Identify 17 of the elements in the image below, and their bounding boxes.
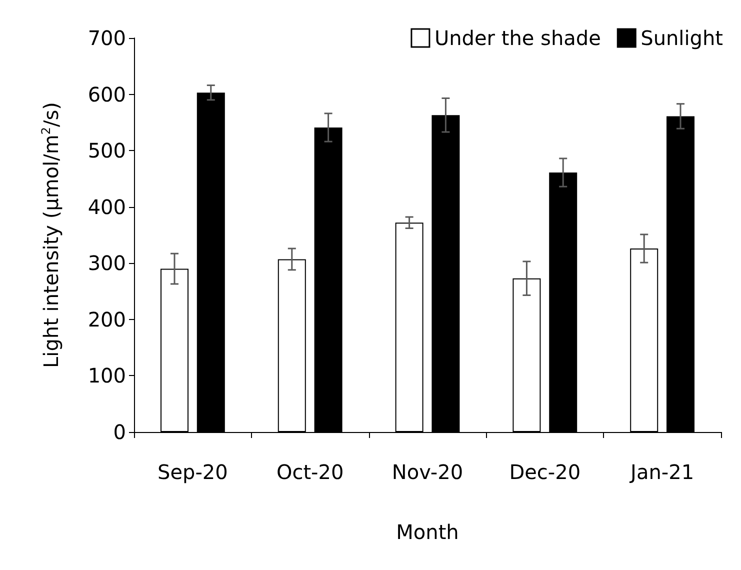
x-tick-label: Oct-20	[276, 460, 344, 484]
y-axis-title: Light intensity (µmol/m2/s)	[39, 102, 63, 368]
x-tick-label: Dec-20	[509, 460, 581, 484]
y-tick-label: 400	[88, 194, 126, 219]
legend-label: Under the shade	[434, 26, 601, 50]
y-tick-label: 300	[88, 251, 126, 276]
y-tick-label: 600	[88, 82, 126, 106]
x-tick-label: Jan-21	[628, 460, 694, 484]
legend-label: Sunlight	[640, 26, 724, 50]
x-tick-label: Nov-20	[392, 460, 464, 484]
y-tick-label: 0	[113, 420, 126, 444]
y-tick-label: 500	[88, 138, 126, 163]
y-tick-label: 700	[88, 26, 126, 50]
x-axis-title: Month	[396, 520, 459, 544]
y-tick-label: 100	[88, 364, 126, 388]
x-tick-label: Sep-20	[158, 460, 228, 484]
y-tick-label: 200	[88, 307, 126, 332]
